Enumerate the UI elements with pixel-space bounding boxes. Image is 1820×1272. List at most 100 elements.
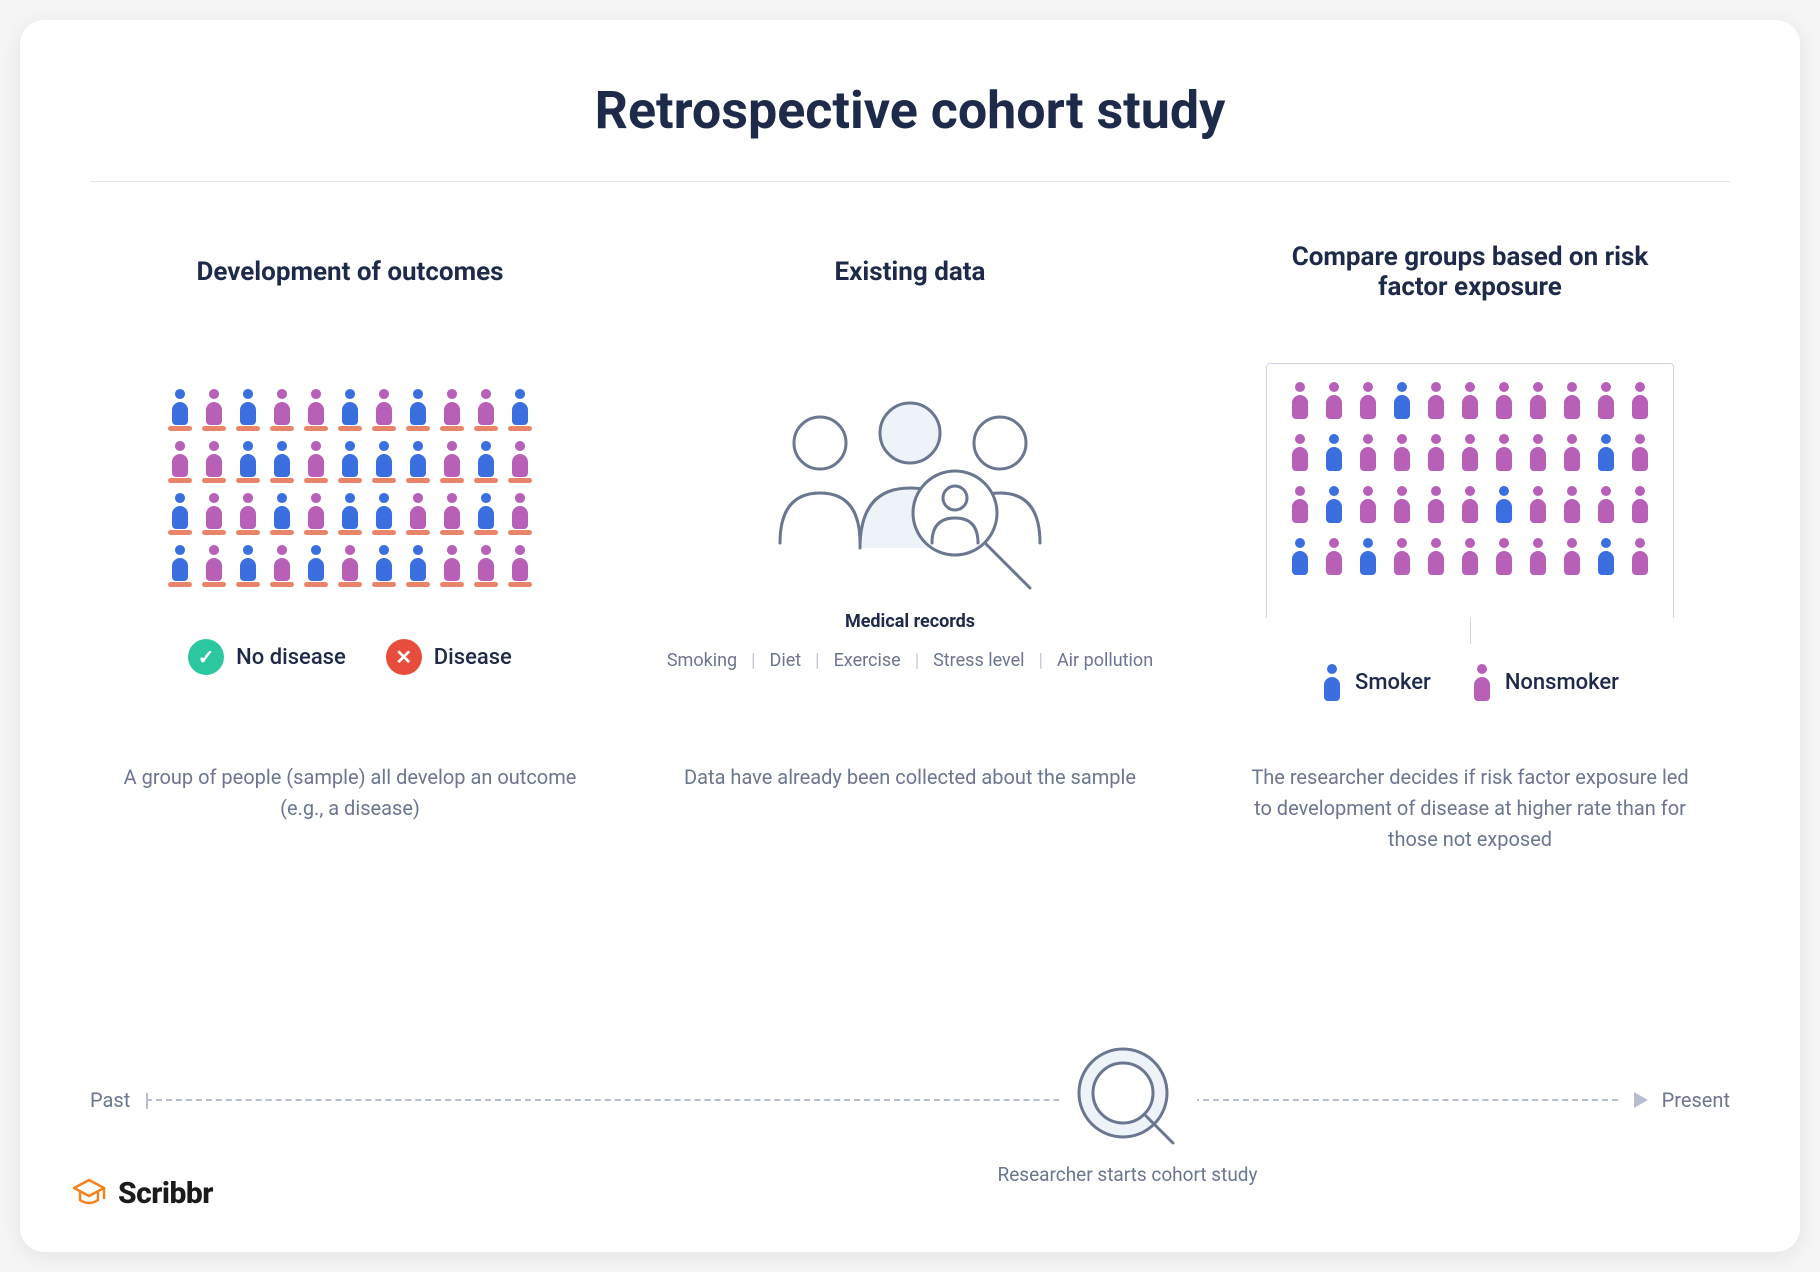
timeline-line: Researcher starts cohort study [146,1099,1617,1101]
column-compare-groups: Compare groups based on risk factor expo… [1210,232,1730,855]
person-icon [1355,538,1381,580]
person-icon [1593,538,1619,580]
person-icon [1627,486,1653,528]
legend-right: Smoker Nonsmoker [1321,664,1619,702]
person-icon [1627,434,1653,476]
brand-name: Scribbr [118,1176,213,1211]
person-icon [303,493,329,535]
person-icon [1559,538,1585,580]
person-icon [201,441,227,483]
person-icon [1491,538,1517,580]
person-icon [235,389,261,431]
person-icon [167,493,193,535]
main-title: Retrospective cohort study [90,80,1730,141]
person-icon [269,493,295,535]
legend-label: Smoker [1355,670,1431,695]
person-icon [1389,538,1415,580]
legend-no-disease: ✓ No disease [188,639,346,675]
person-icon [507,493,533,535]
person-icon [439,545,465,587]
person-icon [201,389,227,431]
person-icon [473,545,499,587]
separator: | [1039,650,1043,671]
legend-label: No disease [236,645,346,670]
illustration-wrap: Medical records Smoking|Diet|Exercise|St… [667,393,1153,671]
person-icon [201,493,227,535]
record-tag: Exercise [834,650,901,671]
person-icon [1321,538,1347,580]
person-icon [1355,434,1381,476]
person-icon [371,493,397,535]
records-title: Medical records [845,611,975,632]
person-icon [1491,486,1517,528]
record-tag: Smoking [667,650,737,671]
person-icon [1627,382,1653,424]
timeline-present-label: Present [1662,1088,1730,1112]
person-icon [507,441,533,483]
check-icon: ✓ [188,639,224,675]
records-list: Smoking|Diet|Exercise|Stress level|Air p… [667,650,1153,671]
person-icon [167,389,193,431]
people-grid-right [1287,382,1653,580]
visual-area-left: ✓ No disease ✕ Disease [90,342,610,722]
person-icon [473,493,499,535]
person-icon [1491,434,1517,476]
person-icon [269,545,295,587]
person-icon [1389,382,1415,424]
column-existing-data: Existing data [650,232,1170,855]
column-description: Data have already been collected about t… [684,762,1136,793]
person-icon [371,441,397,483]
person-icon [303,545,329,587]
person-icon [269,389,295,431]
person-icon [167,545,193,587]
separator: | [915,650,919,671]
person-icon [1559,434,1585,476]
people-grid-left [167,389,533,587]
people-magnifier-icon [750,393,1070,593]
person-icon [1525,434,1551,476]
person-icon [1287,486,1313,528]
person-icon [1355,382,1381,424]
legend-label: Nonsmoker [1505,670,1619,695]
separator: | [751,650,755,671]
timeline-arrow-icon [1634,1092,1648,1108]
person-icon [1423,434,1449,476]
person-icon [439,389,465,431]
person-icon [405,493,431,535]
legend-left: ✓ No disease ✕ Disease [188,639,512,675]
person-icon [1471,664,1493,702]
record-tag: Air pollution [1057,650,1153,671]
visual-area-middle: Medical records Smoking|Diet|Exercise|St… [650,342,1170,722]
person-icon [1321,664,1343,702]
timeline-tick [146,1093,148,1109]
person-icon [303,441,329,483]
column-outcomes: Development of outcomes ✓ No disease ✕ D… [90,232,610,855]
visual-area-right: Smoker Nonsmoker [1210,342,1730,722]
legend-nonsmoker: Nonsmoker [1471,664,1619,702]
person-icon [337,441,363,483]
person-icon [1389,434,1415,476]
person-icon [1321,434,1347,476]
person-icon [337,545,363,587]
column-title: Development of outcomes [196,232,503,312]
brand-logo: Scribbr [70,1174,213,1212]
person-icon [371,545,397,587]
column-description: The researcher decides if risk factor ex… [1240,762,1700,855]
cross-icon: ✕ [386,639,422,675]
person-icon [1457,538,1483,580]
infographic-card: Retrospective cohort study Development o… [20,20,1800,1252]
person-icon [405,441,431,483]
person-icon [1525,382,1551,424]
person-icon [473,441,499,483]
legend-smoker: Smoker [1321,664,1431,702]
person-icon [1423,382,1449,424]
record-tag: Stress level [933,650,1024,671]
person-icon [337,493,363,535]
person-icon [405,545,431,587]
person-icon [473,389,499,431]
person-icon [269,441,295,483]
person-icon [1457,434,1483,476]
person-icon [1559,486,1585,528]
person-icon [1559,382,1585,424]
person-icon [235,441,261,483]
